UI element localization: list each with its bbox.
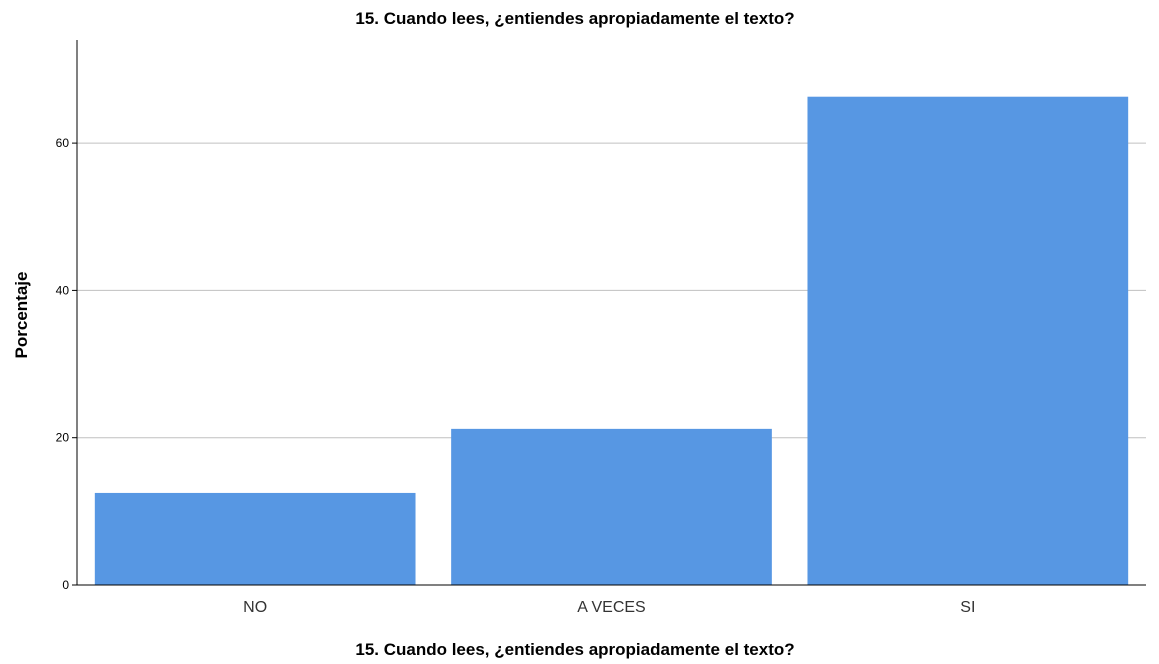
x-tick-label-no: NO xyxy=(243,599,267,616)
y-tick-label-20: 20 xyxy=(56,431,70,445)
y-tick-layer: 0 20 40 60 xyxy=(56,136,77,592)
chart-title: 15. Cuando lees, ¿entiendes apropiadamen… xyxy=(355,9,794,28)
bar-si xyxy=(807,96,1129,585)
x-tick-label-a-veces: A VECES xyxy=(577,599,645,616)
axis-layer xyxy=(76,40,1146,586)
x-tick-layer: NO A VECES SI xyxy=(243,599,975,616)
bar-layer xyxy=(94,96,1129,585)
y-tick-label-0: 0 xyxy=(62,578,69,592)
x-tick-label-si: SI xyxy=(960,599,975,616)
y-axis-title: Porcentaje xyxy=(12,272,31,359)
bar-no xyxy=(94,492,416,585)
bar-a-veces xyxy=(451,428,772,585)
y-tick-label-40: 40 xyxy=(56,283,70,297)
x-axis-title: 15. Cuando lees, ¿entiendes apropiadamen… xyxy=(355,640,794,659)
y-tick-label-60: 60 xyxy=(56,136,70,150)
